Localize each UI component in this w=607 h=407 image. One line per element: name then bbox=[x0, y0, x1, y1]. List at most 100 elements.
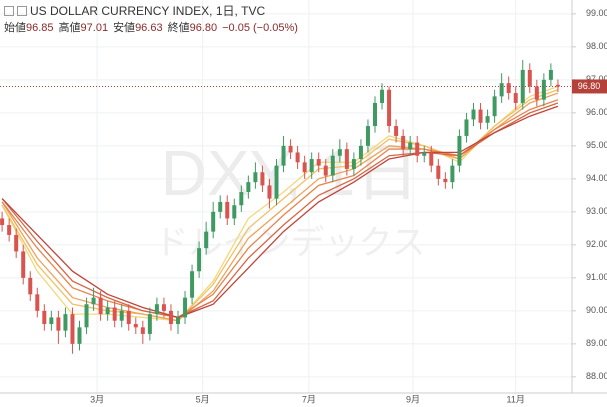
candle-body bbox=[457, 135, 462, 166]
candle-body bbox=[513, 93, 518, 103]
candle-body bbox=[126, 310, 131, 325]
x-tick-label: 3月 bbox=[90, 394, 104, 404]
candle-body bbox=[7, 225, 12, 235]
candle-body bbox=[316, 159, 321, 166]
candle-body bbox=[288, 145, 293, 153]
candle-body bbox=[105, 307, 110, 315]
candle-body bbox=[232, 205, 237, 219]
legend-value: 97.01 bbox=[80, 22, 109, 34]
candle-body bbox=[274, 165, 279, 199]
candle-body bbox=[471, 109, 476, 120]
candle-body bbox=[443, 178, 448, 183]
legend-value: 96.80 bbox=[189, 22, 218, 34]
candle-body bbox=[14, 234, 19, 252]
chart-title: US DOLLAR CURRENCY INDEX, 1日, TVC bbox=[30, 4, 266, 18]
legend-label: 安値 bbox=[113, 22, 136, 34]
candle-body bbox=[302, 162, 307, 173]
candle-body bbox=[344, 149, 349, 169]
candle-body bbox=[77, 327, 82, 344]
candle-body bbox=[197, 248, 202, 272]
candle-body bbox=[422, 152, 427, 156]
y-tick-label: 96.00 bbox=[586, 107, 607, 117]
icon[interactable] bbox=[4, 6, 14, 16]
candle-body bbox=[429, 152, 434, 166]
candle-body bbox=[133, 324, 138, 328]
candle-body bbox=[190, 271, 195, 298]
candle-body bbox=[541, 79, 546, 100]
y-tick-label: 97.00 bbox=[586, 74, 607, 84]
candle-body bbox=[253, 172, 258, 183]
x-tick-label: 11月 bbox=[507, 394, 525, 404]
candle-body bbox=[464, 119, 469, 136]
y-tick-label: 95.00 bbox=[586, 140, 607, 150]
candle-body bbox=[527, 69, 532, 87]
x-tick-label: 9月 bbox=[406, 394, 420, 404]
candle-body bbox=[394, 126, 399, 136]
candle-body bbox=[295, 152, 300, 163]
candle-body bbox=[70, 314, 75, 344]
candle-body bbox=[49, 317, 54, 325]
candle-body bbox=[499, 83, 504, 97]
overlay-line bbox=[1, 105, 559, 319]
candle-body bbox=[436, 165, 441, 179]
y-tick-label: 88.00 bbox=[586, 371, 607, 381]
candle-body bbox=[84, 304, 89, 328]
y-tick-label: 89.00 bbox=[586, 338, 607, 348]
candle-body bbox=[260, 172, 265, 186]
candle-body bbox=[42, 310, 47, 325]
candle-body bbox=[548, 69, 553, 80]
candle-body bbox=[323, 165, 328, 176]
candle-body bbox=[140, 327, 145, 334]
overlay-line bbox=[1, 92, 559, 322]
candle-body bbox=[35, 294, 40, 311]
candle-body bbox=[351, 159, 356, 169]
candle-body bbox=[555, 84, 560, 87]
candle-body bbox=[0, 218, 5, 226]
candle-body bbox=[380, 89, 385, 103]
ohlc-legend: 始値96.85 高値97.01 安値96.63 終値96.80 −0.05 (−0.05… bbox=[4, 20, 303, 36]
candle-body bbox=[168, 310, 173, 325]
candle-body bbox=[415, 142, 420, 156]
candle-body bbox=[161, 304, 166, 311]
legend-value: 96.85 bbox=[26, 22, 54, 34]
candle-body bbox=[337, 149, 342, 156]
y-tick-label: 93.00 bbox=[586, 206, 607, 216]
last-price-label: 96.80 bbox=[578, 81, 601, 91]
candle-body bbox=[267, 185, 272, 199]
candle-body bbox=[204, 231, 209, 249]
candle-body bbox=[218, 201, 223, 212]
overlay-line bbox=[1, 99, 559, 319]
candle-body bbox=[534, 86, 539, 100]
candle-body bbox=[492, 96, 497, 117]
candle-body bbox=[91, 297, 96, 305]
candle-body bbox=[21, 251, 26, 278]
candle-body bbox=[183, 297, 188, 318]
candle-body bbox=[147, 314, 152, 334]
y-tick-label: 98.00 bbox=[586, 41, 607, 51]
candle-body bbox=[225, 201, 230, 219]
overlay-line bbox=[1, 102, 559, 319]
legend-change: −0.05 (−0.05%) bbox=[222, 22, 298, 34]
legend-label: 終値 bbox=[167, 22, 190, 34]
candle-body bbox=[365, 126, 370, 146]
legend-label: 始値 bbox=[4, 22, 26, 34]
candle-body bbox=[176, 317, 181, 325]
y-tick-label: 94.00 bbox=[586, 173, 607, 183]
candle-body bbox=[408, 142, 413, 150]
candle-body bbox=[63, 314, 68, 331]
candle-body bbox=[506, 83, 511, 94]
candle-body bbox=[119, 310, 124, 321]
x-tick-label: 5月 bbox=[196, 394, 210, 404]
candle-body bbox=[387, 89, 392, 127]
candle-body bbox=[56, 317, 61, 331]
candle-body bbox=[239, 192, 244, 206]
candle-body bbox=[246, 182, 251, 193]
legend: US DOLLAR CURRENCY INDEX, 1日, TVC 始値96.8… bbox=[4, 3, 303, 36]
candle-body bbox=[330, 155, 335, 176]
candle-body bbox=[485, 116, 490, 123]
icon[interactable] bbox=[17, 6, 27, 16]
overlay-line bbox=[1, 85, 559, 322]
candle-body bbox=[112, 307, 117, 321]
